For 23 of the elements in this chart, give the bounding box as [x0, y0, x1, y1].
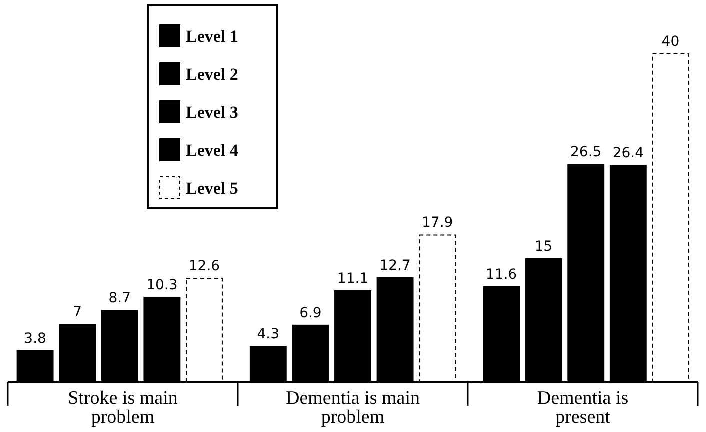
data-label: 26.5	[570, 144, 602, 161]
x-tick-label: Dementia is present	[537, 388, 629, 428]
data-label: 12.6	[188, 258, 220, 275]
data-label: 11.6	[486, 266, 518, 283]
data-label: 17.9	[422, 215, 454, 232]
data-label: 4.3	[257, 326, 280, 343]
legend-label: Level 4	[186, 141, 239, 160]
legend-label: Level 2	[186, 65, 238, 84]
data-label: 10.3	[146, 278, 178, 294]
legend-label: Level 3	[186, 103, 238, 122]
data-label: 15	[534, 239, 553, 255]
data-label: 6.9	[300, 305, 322, 322]
legend-label: Level 5	[186, 179, 238, 198]
data-label: 8.7	[108, 290, 132, 307]
data-label: 40	[662, 34, 680, 50]
data-label: 12.7	[380, 258, 411, 274]
x-tick-label: Stroke is main problem	[68, 388, 178, 428]
data-label: 3.8	[24, 330, 46, 347]
legend-label: Level 1	[186, 27, 238, 46]
data-label: 7	[73, 304, 82, 321]
x-tick-label: Dementia is main problem	[286, 388, 421, 428]
data-label: 26.4	[612, 146, 644, 162]
data-label: 11.1	[337, 270, 369, 287]
